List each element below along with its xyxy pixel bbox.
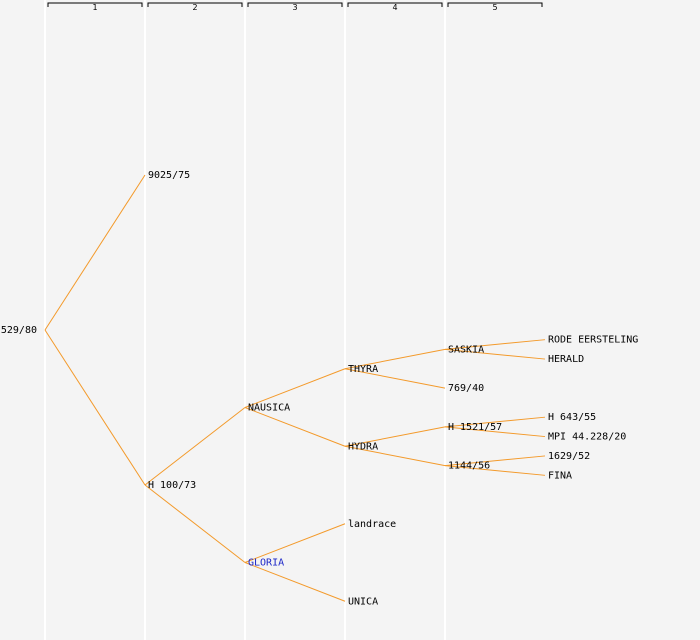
node-label: landrace — [348, 519, 396, 530]
generation-bracket — [247, 2, 343, 7]
node-label: 529/80 — [1, 325, 37, 336]
pedigree-edge — [244, 368, 346, 408]
node-label: HYDRA — [348, 441, 378, 452]
node-label: SASKIA — [448, 344, 484, 355]
node-label: MPI 44.228/20 — [548, 432, 626, 443]
node-label: HERALD — [548, 354, 584, 365]
pedigree-edge — [244, 407, 346, 447]
generation-header: 4 — [392, 3, 397, 12]
pedigree-edge — [44, 174, 146, 331]
generation-header: 1 — [92, 3, 97, 12]
pedigree-edge — [344, 368, 446, 389]
generation-bracket — [347, 2, 443, 7]
generation-header: 5 — [492, 3, 497, 12]
generation-bracket — [47, 2, 143, 7]
pedigree-edge — [244, 562, 346, 602]
node-label: H 1521/57 — [448, 422, 502, 433]
pedigree-edge — [144, 484, 246, 563]
pedigree-edge — [44, 329, 146, 486]
node-label: NAUSICA — [248, 403, 290, 414]
pedigree-edge — [444, 416, 546, 428]
node-label: H 100/73 — [148, 480, 196, 491]
node-label: 1144/56 — [448, 461, 490, 472]
node-label: 769/40 — [448, 383, 484, 394]
generation-bracket — [147, 2, 243, 7]
node-label: THYRA — [348, 364, 378, 375]
pedigree-edge — [444, 339, 546, 350]
pedigree-edge — [444, 455, 546, 467]
generation-header: 3 — [292, 3, 297, 12]
pedigree-edge — [344, 426, 446, 447]
generation-header: 2 — [192, 3, 197, 12]
node-link[interactable]: GLORIA — [248, 558, 284, 569]
pedigree-edge — [344, 445, 446, 467]
node-label: H 643/55 — [548, 412, 596, 423]
pedigree-edge — [144, 407, 246, 486]
generation-bracket — [447, 2, 543, 7]
node-label: UNICA — [348, 596, 378, 607]
node-label: RODE EERSTELING — [548, 335, 638, 346]
pedigree-edge — [444, 348, 546, 360]
node-label: 1629/52 — [548, 451, 590, 462]
node-label: FINA — [548, 470, 572, 481]
node-label: 9025/75 — [148, 170, 190, 181]
pedigree-edge — [344, 348, 446, 370]
pedigree-edge — [444, 426, 546, 438]
pedigree-edge — [244, 523, 346, 563]
pedigree-edge — [444, 465, 546, 476]
